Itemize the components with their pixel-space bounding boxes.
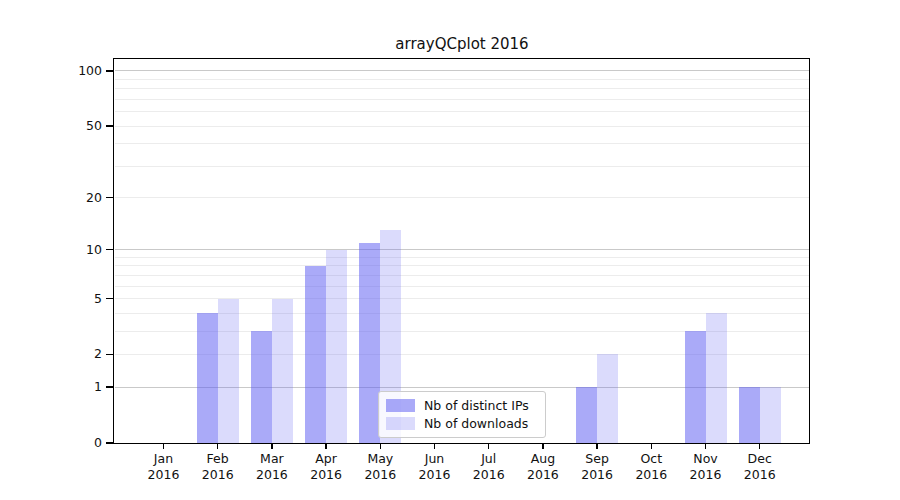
x-tick-mark-sep [596,443,598,449]
x-tick-mark-dec [759,443,761,449]
x-tick-label-dec: Dec 2016 [728,451,792,482]
legend-swatch-distinct-ips [386,399,415,412]
legend-label-downloads: Nb of downloads [424,416,528,431]
legend-label-distinct-ips: Nb of distinct IPs [424,398,529,413]
legend-swatch-downloads [386,417,415,430]
y-tick-label-1: 1 [54,379,102,395]
y-tick-label-20: 20 [54,190,102,206]
y-tick-label-50: 50 [54,118,102,134]
x-tick-mark-jun [434,443,436,449]
x-tick-mark-jan [163,443,165,449]
y-tick-mark-10 [106,249,113,251]
y-tick-label-10: 10 [54,242,102,258]
x-tick-mark-may [380,443,382,449]
y-tick-mark-2 [106,354,113,356]
legend: Nb of distinct IPs Nb of downloads [378,391,546,438]
plot-frame [113,58,810,444]
y-tick-mark-1 [106,386,113,388]
legend-row-distinct-ips: Nb of distinct IPs [386,398,537,413]
x-tick-mark-jul [488,443,490,449]
x-tick-mark-mar [271,443,273,449]
x-tick-mark-nov [705,443,707,449]
y-tick-label-5: 5 [54,291,102,307]
chart-title: arrayQCplot 2016 [114,35,810,53]
x-tick-mark-aug [542,443,544,449]
y-tick-label-2: 2 [54,346,102,362]
x-tick-mark-feb [217,443,219,449]
y-tick-label-100: 100 [54,63,102,79]
y-tick-label-0: 0 [54,435,102,451]
y-tick-mark-20 [106,197,113,199]
legend-row-downloads: Nb of downloads [386,416,537,431]
y-tick-mark-50 [106,125,113,127]
y-tick-mark-100 [106,70,113,72]
y-tick-mark-0 [106,442,113,444]
x-tick-mark-oct [651,443,653,449]
y-tick-mark-5 [106,298,113,300]
x-tick-mark-apr [325,443,327,449]
chart-canvas: arrayQCplot 2016 0125102050100 Jan 2016F… [0,0,900,500]
